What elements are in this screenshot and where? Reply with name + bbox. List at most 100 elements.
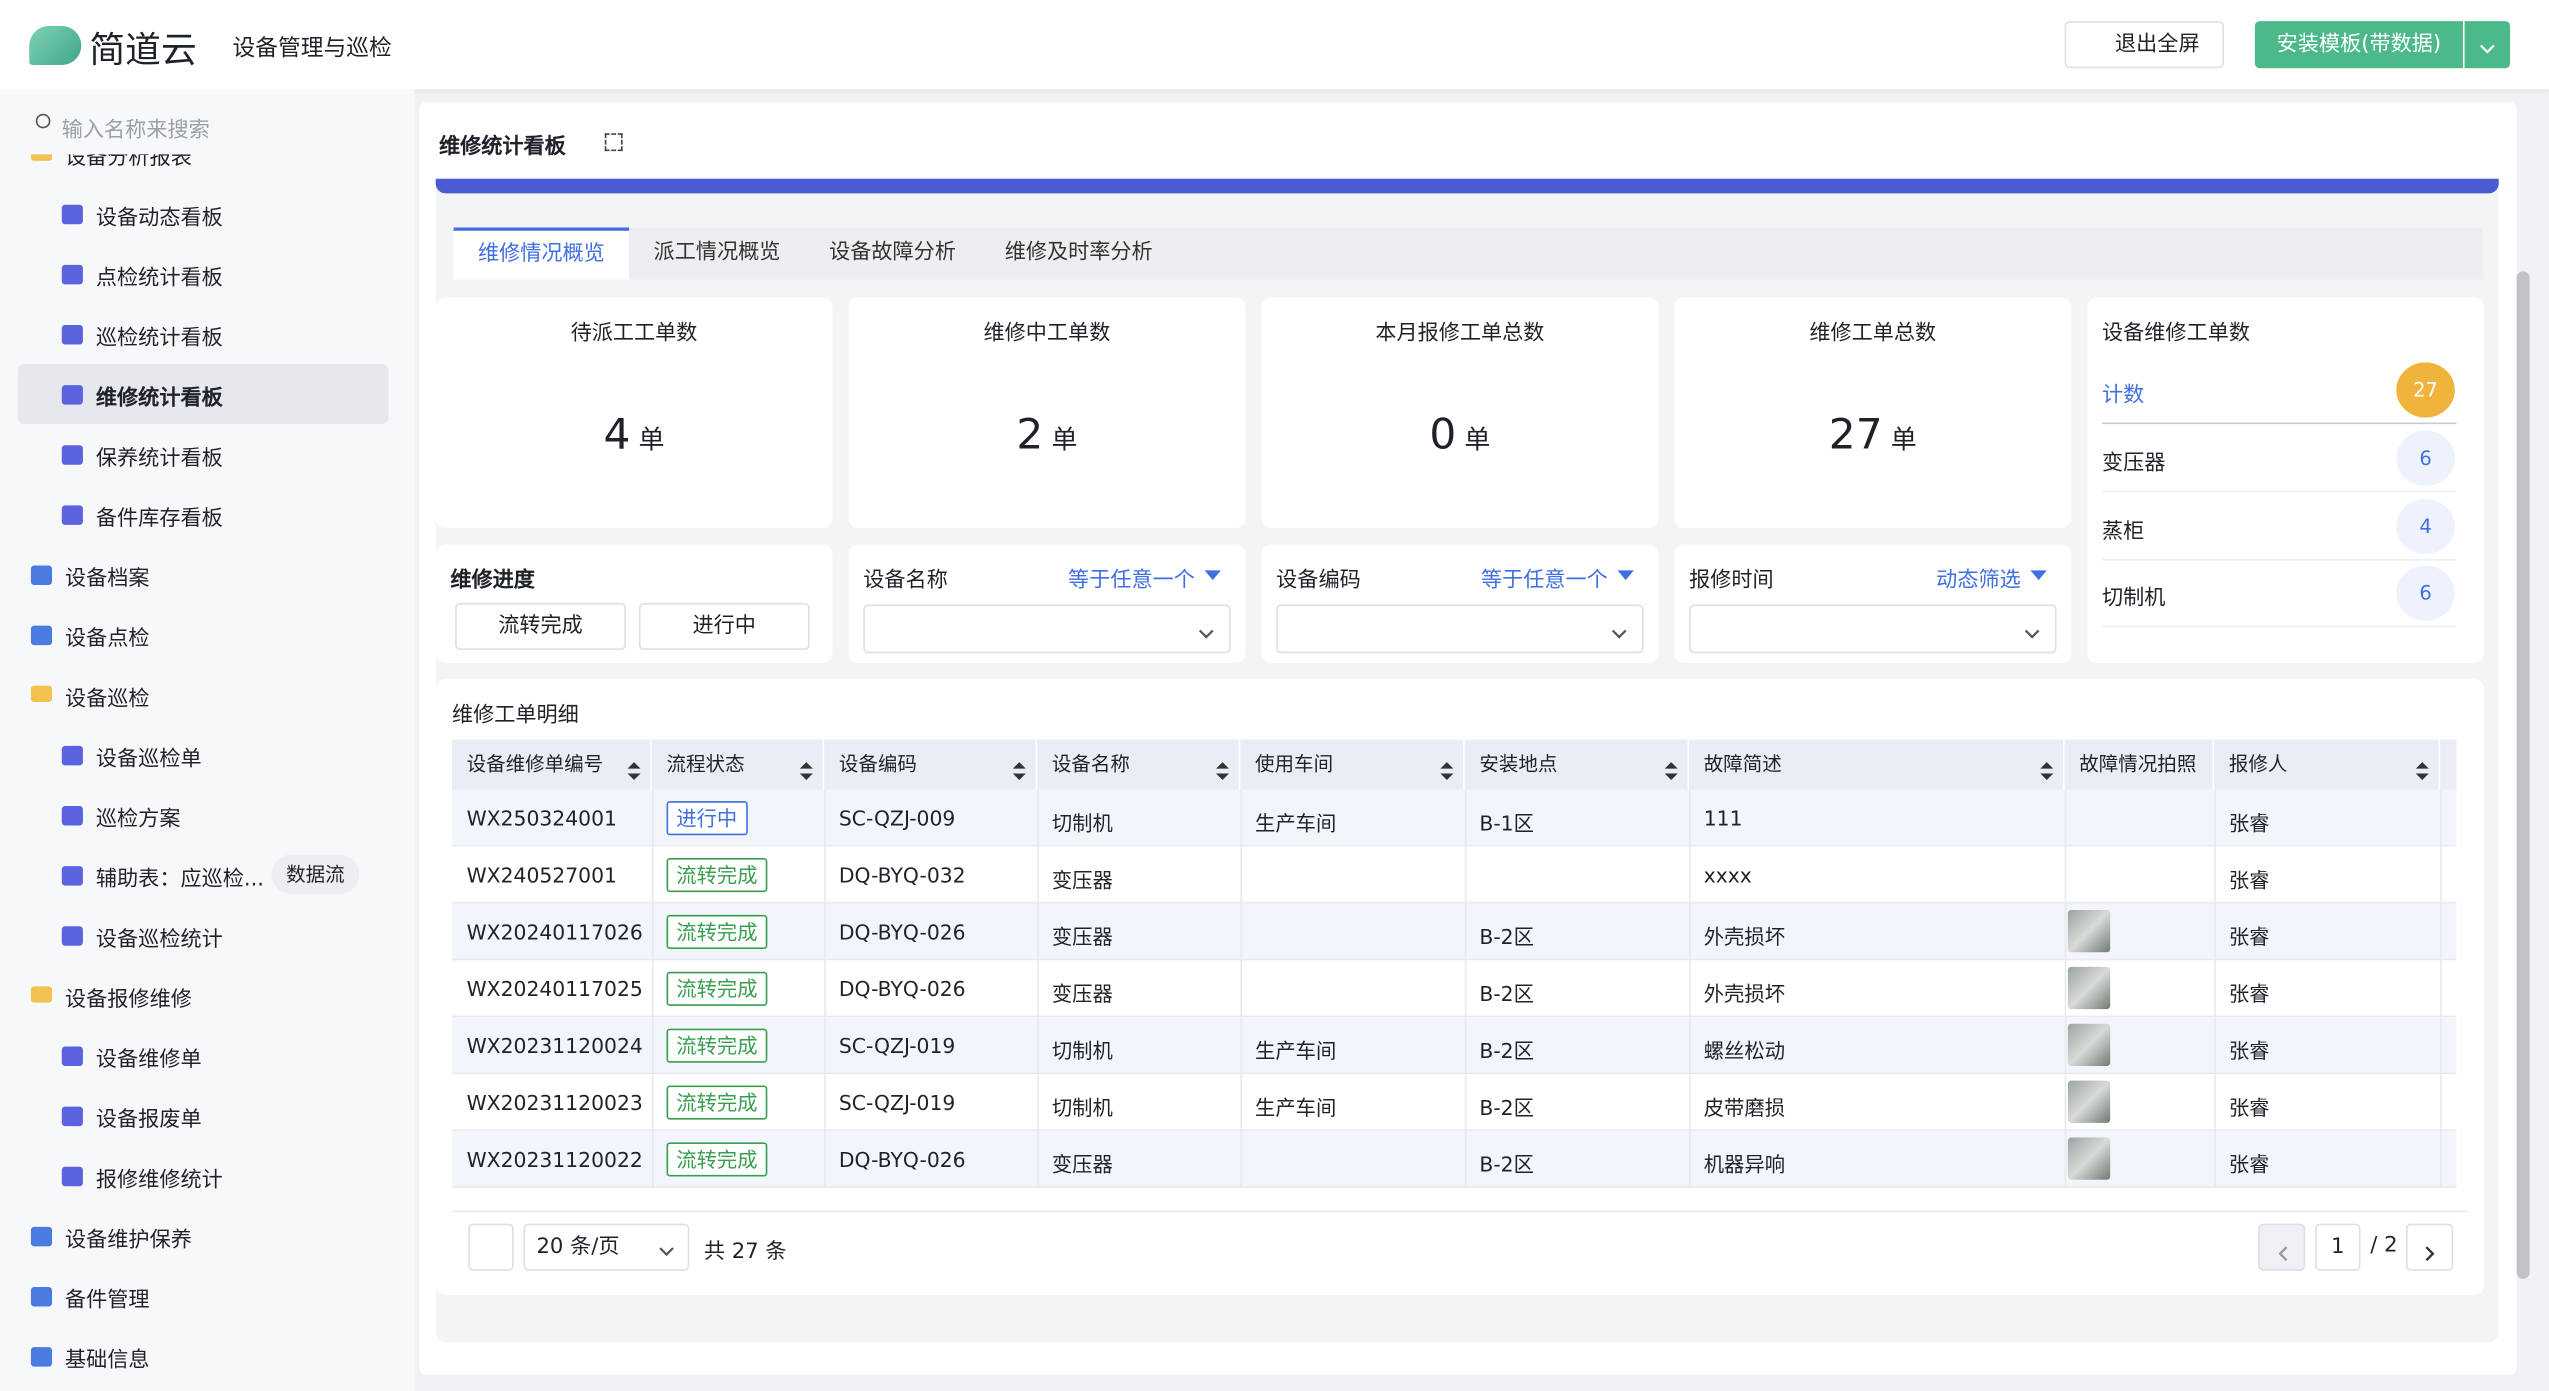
filter-mode[interactable]: 等于任意一个 [1068,568,1195,594]
search-input[interactable]: 输入名称来搜索 [61,118,210,143]
nav-label: 设备档案 [65,567,150,592]
nav-item[interactable]: 备件库存看板 [18,484,389,544]
cell-border [824,1074,826,1131]
nav-item[interactable]: 设备报修维修 [18,965,389,1025]
prev-button[interactable] [2258,1223,2306,1271]
tab[interactable]: 设备故障分析 [829,240,956,265]
cell-text: SC-QZJ-019 [838,1033,956,1058]
nav-item[interactable]: 设备维护保养 [18,1206,389,1266]
nav-item[interactable]: 设备巡检 [18,665,389,725]
install-dropdown[interactable] [2464,21,2511,69]
nav-item[interactable]: 点检统计看板 [18,244,389,304]
cell-border [1464,846,1467,904]
cell-text: SC-QZJ-009 [838,806,956,831]
tab[interactable]: 派工情况概览 [653,240,781,265]
nav-label: 备件库存看板 [95,507,223,532]
nav-icon [61,926,83,946]
progress-option[interactable]: 流转完成 [455,602,626,650]
expand-icon[interactable] [604,133,623,152]
cell-text: 变压器 [1051,867,1113,893]
photo-thumbnail[interactable] [2067,1080,2111,1123]
cell-text: 变压器 [1051,924,1113,949]
photo-thumbnail[interactable] [2067,966,2111,1010]
breakdown-count: 4 [2396,498,2455,554]
cell-text: DQ-BYQ-026 [838,976,966,1001]
nav-item[interactable]: 报修维修统计 [18,1146,389,1206]
toggle-button[interactable] [468,1223,514,1271]
nav-item[interactable]: 基础信息 [18,1326,389,1386]
stat-unit: 单 [1890,424,1917,455]
cell-border [1464,1074,1467,1131]
column-header[interactable]: 故障简述 [1689,739,2065,790]
cell-text: 切制机 [1051,1095,1113,1120]
column-header[interactable]: 设备维修单编号 [451,739,652,790]
photo-thumbnail[interactable] [2067,1023,2111,1066]
cell-text: 外壳损坏 [1703,924,1786,949]
nav-label: 设备点检 [65,627,150,652]
header-filler [2440,739,2457,790]
breakdown-count: 27 [2396,362,2455,418]
cell-text: WX20231120023 [466,1090,643,1115]
nav-item[interactable]: 巡检方案 [18,785,389,845]
nav-item[interactable]: 设备档案 [18,544,389,604]
nav-icon [61,1046,83,1066]
folder-icon [30,986,53,1003]
tab[interactable]: 维修情况概览 [453,227,630,280]
nav-item[interactable]: 巡检统计看板 [18,304,389,364]
progress-option[interactable]: 进行中 [638,602,810,650]
nav-item[interactable]: 设备点检 [18,605,389,665]
filter-select[interactable] [1689,604,2057,654]
nav-icon [61,325,83,345]
nav-item[interactable]: 设备维修单 [18,1025,389,1085]
column-header[interactable]: 流程状态 [651,739,825,790]
stat-value: 0 [1429,411,1457,460]
filter-label: 报修时间 [1689,568,1774,594]
nav-item[interactable]: 维修统计看板 [17,364,389,425]
nav-item[interactable]: 设备分析报表 [18,149,389,184]
nav-item[interactable]: 设备报废单 [18,1086,389,1146]
breakdown-label: 切制机 [2102,586,2166,611]
tab[interactable]: 维修及时率分析 [1004,240,1153,265]
filter-mode[interactable]: 等于任意一个 [1480,568,1608,594]
filter-select[interactable] [863,604,1231,654]
column-header[interactable]: 安装地点 [1464,739,1690,790]
photo-thumbnail[interactable] [2067,910,2111,953]
pagination: 20 条/页共 27 条 1 / 2 [451,1210,2468,1283]
page-size-select[interactable]: 20 条/页 [523,1223,690,1271]
total-count: 共 27 条 [703,1239,787,1265]
cell-text: DQ-BYQ-026 [838,919,966,945]
nav-item[interactable]: 设备巡检统计 [18,905,389,965]
cell-border [651,960,654,1018]
filter-select[interactable] [1276,604,1644,654]
column-header[interactable]: 报修人 [2214,739,2441,790]
cell-text: 张睿 [2228,1095,2270,1120]
nav-label: 设备维修单 [95,1048,202,1073]
cell-border [2064,1074,2067,1131]
column-header[interactable]: 故障情况拍照 [2064,739,2215,790]
page-input[interactable]: 1 [2314,1223,2361,1271]
nav-item[interactable]: 辅助表：应巡检... 数据流 [18,845,389,905]
sort-icon [1216,756,1230,787]
nav-icon [30,1226,53,1247]
nav-item[interactable]: 备件管理 [18,1266,389,1326]
exit-fullscreen-button[interactable]: 退出全屏 [2064,21,2224,69]
cell-border [2214,960,2216,1018]
status-tag: 流转完成 [666,914,768,949]
next-button[interactable] [2406,1223,2454,1271]
photo-thumbnail[interactable] [2067,1137,2111,1180]
filter-mode[interactable]: 动态筛选 [1936,568,2021,594]
cell-border [2440,1131,2442,1188]
nav-item[interactable]: 保养统计看板 [18,424,389,484]
nav-label: 报修维修统计 [95,1168,223,1193]
filter-label: 维修进度 [450,568,535,594]
column-header[interactable]: 使用车间 [1240,739,1465,790]
column-header[interactable]: 设备名称 [1037,739,1241,790]
cell-border [651,1017,654,1075]
install-button[interactable]: 安装模板(带数据) [2254,21,2463,69]
column-header[interactable]: 设备编码 [824,739,1038,790]
folder-icon [30,685,53,702]
nav-item[interactable]: 设备巡检单 [18,725,389,785]
nav-item[interactable]: 设备动态看板 [18,184,389,244]
cell-border [824,903,826,961]
cell-text: WX20231120022 [466,1147,643,1172]
